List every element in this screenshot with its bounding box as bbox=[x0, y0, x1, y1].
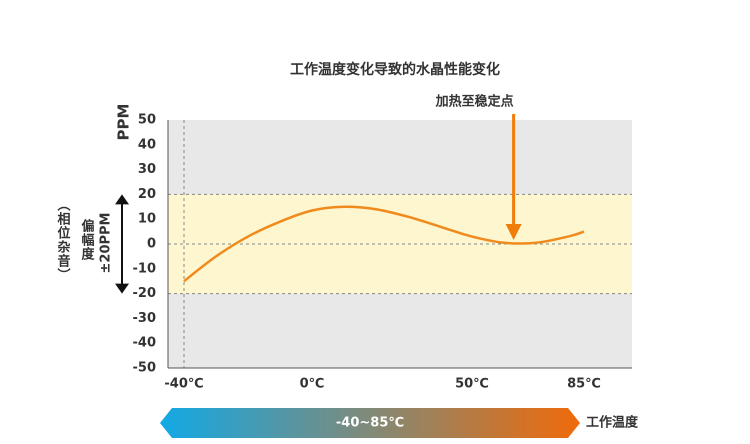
y-tick-label: -30 bbox=[133, 311, 157, 326]
range-bar-text: -40~85℃ bbox=[336, 416, 404, 431]
range-arrowhead bbox=[115, 283, 129, 294]
band bbox=[168, 194, 632, 294]
annotation: 加热至稳定点 bbox=[435, 94, 514, 110]
y-tick-label: 30 bbox=[138, 162, 156, 177]
x-tick-label: 85℃ bbox=[567, 377, 601, 392]
x-tick-label: -40℃ bbox=[164, 377, 203, 392]
y-axis-label: PPM bbox=[115, 104, 133, 141]
y-tick-label: 50 bbox=[138, 113, 156, 128]
side-label: ±20PPM bbox=[99, 213, 114, 274]
range-arrowhead bbox=[115, 194, 129, 205]
annotation-arrowhead bbox=[505, 224, 522, 240]
y-tick-label: 40 bbox=[138, 137, 156, 152]
x-tick-label: 50℃ bbox=[455, 377, 489, 392]
y-tick-label: 10 bbox=[138, 212, 156, 227]
x-tick-label: 0℃ bbox=[300, 377, 325, 392]
side-label: （相位杂音） bbox=[55, 198, 72, 282]
y-tick-label: -40 bbox=[133, 336, 157, 351]
data-line bbox=[183, 205, 585, 283]
y-tick-label: -20 bbox=[133, 286, 157, 301]
y-tick-label: -50 bbox=[133, 361, 157, 376]
y-tick-label: 0 bbox=[147, 237, 156, 252]
range-bar-label: 工作温度 bbox=[586, 415, 639, 431]
y-tick-label: -10 bbox=[133, 261, 157, 276]
range-bar bbox=[160, 408, 580, 438]
side-label: 偏幅度 bbox=[79, 218, 95, 261]
chart-title: 工作温度变化导致的水晶性能变化 bbox=[290, 61, 500, 78]
y-tick-label: 20 bbox=[138, 187, 156, 202]
